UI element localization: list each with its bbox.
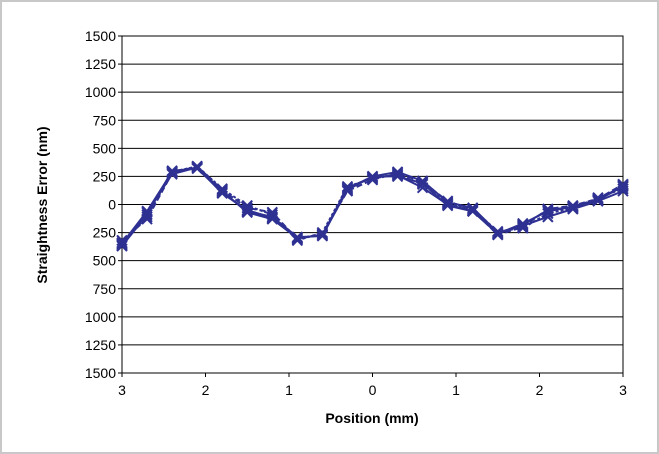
y-tick-label: 1250 <box>85 337 116 353</box>
y-tick-label: 1500 <box>85 28 116 44</box>
data-point-marker <box>416 177 429 189</box>
data-point-marker <box>466 205 479 217</box>
series-layer <box>116 160 629 252</box>
y-tick-label: 500 <box>93 253 117 269</box>
y-tick-label: 1500 <box>85 365 116 381</box>
data-point-marker <box>341 184 354 196</box>
y-tick-label: 1000 <box>85 84 116 100</box>
data-point-marker <box>166 168 178 180</box>
data-point-marker <box>391 170 404 183</box>
data-point-marker <box>617 183 629 195</box>
y-tick-label: 1250 <box>85 56 116 72</box>
data-point-marker <box>191 161 203 174</box>
series-line <box>121 165 624 244</box>
y-tick-label: 750 <box>93 281 117 297</box>
data-point-marker <box>366 172 379 185</box>
data-point-marker <box>492 225 504 238</box>
y-tick-label: 500 <box>93 140 117 156</box>
data-point-marker <box>216 183 228 195</box>
data-point-marker <box>141 211 153 223</box>
y-tick-label: 750 <box>93 112 117 128</box>
y-tick-label: 250 <box>93 225 117 241</box>
data-point-marker <box>441 199 454 212</box>
data-point-marker <box>266 212 279 224</box>
data-point-marker <box>316 229 329 241</box>
data-point-marker <box>517 219 529 231</box>
data-point-marker <box>366 170 379 183</box>
x-axis-ticks: 3 2 1 0 1 2 3 <box>118 373 627 398</box>
data-point-marker <box>517 222 529 234</box>
x-tick-label: 3 <box>118 382 126 398</box>
data-point-marker <box>492 227 504 240</box>
data-point-marker <box>216 187 228 199</box>
y-tick-label: 1000 <box>85 309 116 325</box>
data-point-marker <box>141 206 153 219</box>
data-point-marker <box>241 204 253 216</box>
grid-lines <box>122 63 623 346</box>
series-5 <box>116 161 629 251</box>
data-point-marker <box>116 239 128 251</box>
data-point-marker <box>166 166 178 178</box>
data-point-marker <box>617 179 629 192</box>
y-tick-label: 0 <box>108 197 116 213</box>
x-tick-label: 0 <box>369 382 377 398</box>
x-tick-label: 2 <box>202 382 210 398</box>
y-tick-label: 250 <box>93 168 117 184</box>
data-point-marker <box>592 194 604 206</box>
x-tick-label: 1 <box>285 382 293 398</box>
data-point-marker <box>416 175 429 187</box>
x-tick-label: 1 <box>452 382 460 398</box>
data-point-marker <box>542 204 554 216</box>
data-point-marker <box>341 180 354 193</box>
x-tick-label: 2 <box>536 382 544 398</box>
y-axis-ticks: 1500 1250 1000 750 500 250 0 250 500 750 1000 1250 1… <box>85 28 122 381</box>
data-point-marker <box>567 201 579 213</box>
data-point-marker <box>466 203 479 215</box>
x-axis-title: Position (mm) <box>325 410 418 426</box>
y-axis-title: Straightness Error (nm) <box>34 126 50 283</box>
x-tick-label: 3 <box>619 382 627 398</box>
data-point-marker <box>291 232 304 244</box>
